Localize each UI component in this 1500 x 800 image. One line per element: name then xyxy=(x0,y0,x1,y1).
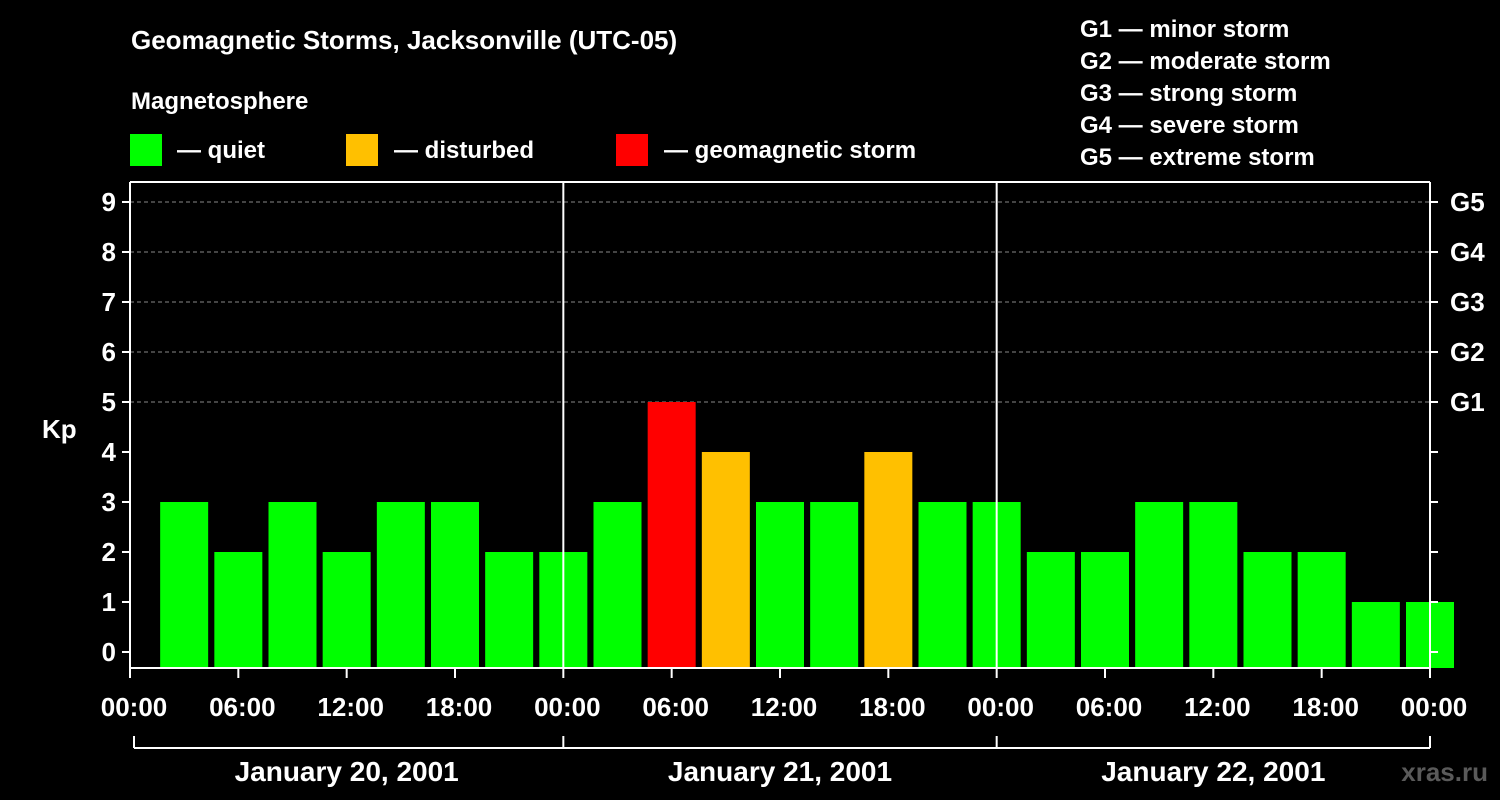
x-axis-ticks: 00:00 06:00 12:00 18:00 00:00 06:00 12:00 18:00… xyxy=(101,668,1468,722)
day-label-1: January 21, 2001 xyxy=(668,756,892,787)
x-tick-label-2: 12:00 xyxy=(317,692,384,722)
y-tick-label-8: 8 xyxy=(102,237,116,267)
bar-21 xyxy=(1297,552,1346,668)
storm-scale-g2: G2 — moderate storm xyxy=(1080,48,1331,75)
legend-swatch-quiet xyxy=(130,134,162,166)
y-tick-label-1: 1 xyxy=(102,587,116,617)
bar-13 xyxy=(864,452,913,668)
y-tick-label-7: 7 xyxy=(102,287,116,317)
y-tick-label-6: 6 xyxy=(102,337,116,367)
bar-20 xyxy=(1243,552,1292,668)
bar-10 xyxy=(701,452,750,668)
x-tick-label-11: 18:00 xyxy=(1292,692,1359,722)
y-tick-label-2: 2 xyxy=(102,537,116,567)
right-tick-label-g3: G3 xyxy=(1450,287,1485,317)
legend-label-disturbed: — disturbed xyxy=(394,137,534,164)
day-label-0: January 20, 2001 xyxy=(235,756,459,787)
x-tick-label-5: 06:00 xyxy=(642,692,709,722)
day-labels: January 20, 2001 January 21, 2001 January … xyxy=(133,736,1431,787)
x-tick-label-6: 12:00 xyxy=(751,692,818,722)
right-axis-ticks: G1 G2 G3 G4 G5 xyxy=(1430,187,1485,653)
right-tick-label-g5: G5 xyxy=(1450,187,1485,217)
y-tick-label-5: 5 xyxy=(102,387,116,417)
bars xyxy=(160,402,1454,668)
storm-scale-g5: G5 — extreme storm xyxy=(1080,144,1315,171)
x-tick-label-8: 00:00 xyxy=(967,692,1034,722)
x-tick-label-4: 00:00 xyxy=(534,692,601,722)
bar-11 xyxy=(756,502,804,668)
bar-1 xyxy=(214,552,263,668)
watermark: xras.ru xyxy=(1401,757,1488,787)
day-label-2: January 22, 2001 xyxy=(1101,756,1325,787)
right-tick-label-g4: G4 xyxy=(1450,237,1485,267)
x-tick-label-9: 06:00 xyxy=(1076,692,1143,722)
y-tick-label-4: 4 xyxy=(102,437,117,467)
right-tick-label-g2: G2 xyxy=(1450,337,1485,367)
bar-16 xyxy=(1026,552,1075,668)
x-tick-label-0: 00:00 xyxy=(101,692,168,722)
bar-19 xyxy=(1189,502,1238,668)
x-tick-label-10: 12:00 xyxy=(1184,692,1251,722)
bar-2 xyxy=(268,502,317,668)
legend-label-storm: — geomagnetic storm xyxy=(664,137,916,164)
legend-label-quiet: — quiet xyxy=(177,137,265,164)
bar-8 xyxy=(593,502,642,668)
x-tick-label-12: 00:00 xyxy=(1401,692,1468,722)
chart-title: Geomagnetic Storms, Jacksonville (UTC-05… xyxy=(131,25,677,55)
right-tick-label-g1: G1 xyxy=(1450,387,1485,417)
y-axis-ticks: 0 1 2 3 4 5 6 7 8 9 xyxy=(102,187,130,667)
legend-swatch-storm xyxy=(616,134,648,166)
x-tick-label-7: 18:00 xyxy=(859,692,926,722)
y-axis-label: Kp xyxy=(42,414,77,444)
storm-scale-g1: G1 — minor storm xyxy=(1080,16,1289,43)
storm-scale-g3: G3 — strong storm xyxy=(1080,80,1297,107)
y-tick-label-0: 0 xyxy=(102,637,116,667)
bar-9 xyxy=(647,402,696,668)
bar-12 xyxy=(810,502,859,668)
storm-scale-g4: G4 — severe storm xyxy=(1080,112,1299,139)
bar-6 xyxy=(485,552,534,668)
bar-3 xyxy=(322,552,371,668)
bar-5 xyxy=(431,502,479,668)
bar-22 xyxy=(1351,602,1400,668)
y-tick-label-9: 9 xyxy=(102,187,116,217)
legend-swatch-disturbed xyxy=(346,134,378,166)
bar-18 xyxy=(1135,502,1184,668)
bar-0 xyxy=(160,502,209,668)
legend-title: Magnetosphere xyxy=(131,88,308,115)
y-tick-label-3: 3 xyxy=(102,487,116,517)
bar-14 xyxy=(918,502,967,668)
x-tick-label-3: 18:00 xyxy=(426,692,493,722)
bar-17 xyxy=(1081,552,1129,668)
bar-4 xyxy=(376,502,425,668)
x-tick-label-1: 06:00 xyxy=(209,692,276,722)
